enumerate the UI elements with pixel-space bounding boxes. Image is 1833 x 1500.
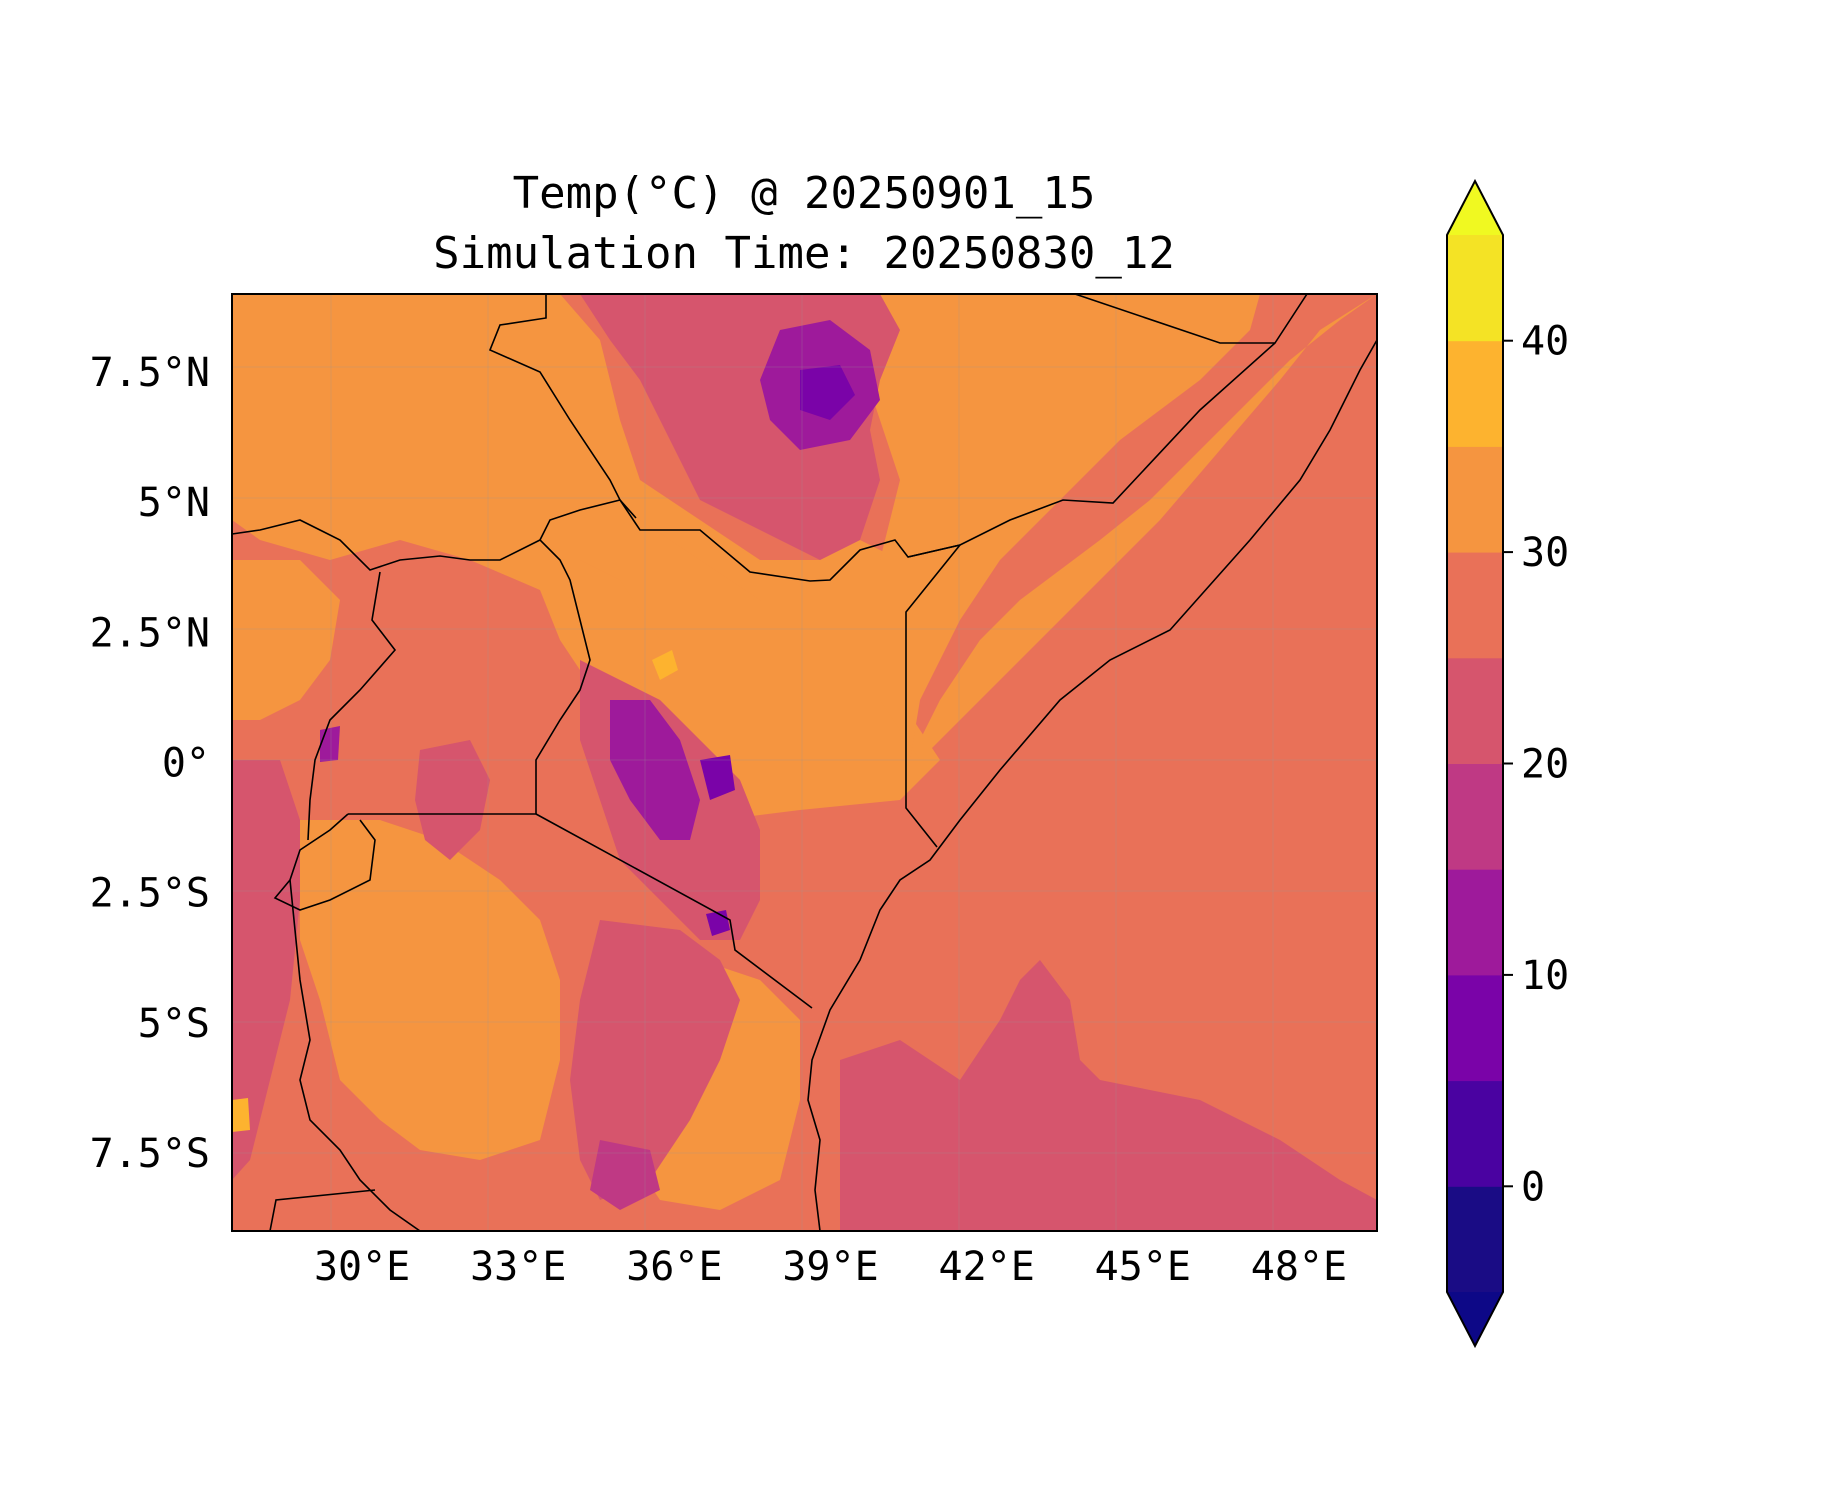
border-kenya-somalia bbox=[905, 544, 961, 848]
x-tick-label: 39°E bbox=[782, 1244, 878, 1290]
border-tanzania-zambia bbox=[269, 1189, 376, 1231]
x-tick-label: 45°E bbox=[1095, 1244, 1191, 1290]
y-tick-label: 7.5°N bbox=[90, 350, 210, 396]
colorbar-outline bbox=[1446, 178, 1504, 1349]
border-ethiopia-somalia bbox=[1074, 294, 1308, 344]
colorbar-band bbox=[1447, 552, 1503, 659]
border-uganda-drc bbox=[307, 571, 397, 841]
y-tick-label: 5°S bbox=[138, 1001, 210, 1047]
colorbar-tick-label: 40 bbox=[1521, 319, 1569, 365]
colorbar-band bbox=[1447, 235, 1503, 342]
y-tick-label: 2.5°S bbox=[90, 871, 210, 917]
colorbar: 0 10 20 30 40 bbox=[1446, 178, 1569, 1349]
colorbar-tick-label: 20 bbox=[1521, 742, 1569, 788]
plot-title-line2: Simulation Time: 20250830_12 bbox=[433, 228, 1175, 279]
border-tanzania-drc bbox=[289, 879, 421, 1231]
graticule bbox=[232, 294, 1377, 1231]
colorbar-extend-over bbox=[1447, 181, 1503, 235]
region-ethiopia-peak bbox=[800, 365, 855, 420]
colorbar-band bbox=[1447, 869, 1503, 976]
coastline bbox=[807, 339, 1377, 1231]
colorbar-tick-label: 10 bbox=[1521, 953, 1569, 999]
region-lake-victoria-area bbox=[415, 740, 490, 860]
plot-title-line1: Temp(°C) @ 20250901_15 bbox=[513, 168, 1096, 219]
map-frame bbox=[231, 293, 1378, 1232]
border-uganda-tanzania bbox=[348, 499, 637, 815]
colorbar-band bbox=[1447, 446, 1503, 553]
y-axis-ticks: 7.5°N 5°N 2.5°N 0° 2.5°S 5°S 7.5°S bbox=[90, 350, 210, 1177]
region-west-yellow-spot bbox=[232, 1098, 250, 1132]
colorbar-tick-label: 0 bbox=[1521, 1164, 1545, 1210]
border-kenya-tanzania bbox=[535, 813, 813, 1009]
colorbar-extend-under bbox=[1447, 1292, 1503, 1346]
x-tick-label: 33°E bbox=[470, 1244, 566, 1290]
colorbar-band bbox=[1447, 340, 1503, 447]
y-tick-label: 2.5°N bbox=[90, 610, 210, 656]
colorbar-band bbox=[1447, 763, 1503, 870]
x-tick-label: 42°E bbox=[938, 1244, 1034, 1290]
region-central-yellow-spot bbox=[652, 650, 678, 680]
region-rift-peak bbox=[700, 755, 735, 800]
colorbar-band bbox=[1447, 974, 1503, 1082]
colorbar-band bbox=[1447, 657, 1503, 764]
temperature-map bbox=[232, 294, 1377, 1231]
region-northeast-plateau bbox=[860, 294, 1377, 760]
region-south-highland-cold bbox=[590, 1140, 660, 1210]
border-uganda-south-sudan bbox=[232, 519, 541, 571]
x-tick-label: 30°E bbox=[314, 1244, 410, 1290]
region-west-rift bbox=[232, 760, 300, 1180]
y-tick-label: 0° bbox=[162, 741, 210, 787]
region-central-kenya-lowlands bbox=[560, 520, 880, 780]
region-tanzania-lowlands bbox=[300, 820, 560, 1160]
region-west-lowlands bbox=[232, 560, 340, 720]
country-borders bbox=[232, 294, 1377, 1231]
border-south-sudan-north bbox=[488, 294, 961, 582]
y-tick-label: 7.5°S bbox=[90, 1131, 210, 1177]
y-tick-label: 5°N bbox=[138, 480, 210, 526]
x-tick-label: 36°E bbox=[626, 1244, 722, 1290]
colorbar-tick-label: 30 bbox=[1521, 530, 1569, 576]
border-rwanda-burundi bbox=[273, 813, 376, 911]
region-indian-ocean-south bbox=[840, 960, 1377, 1231]
x-axis-ticks: 30°E 33°E 36°E 39°E 42°E 45°E 48°E bbox=[314, 1244, 1347, 1290]
region-rift-cold-core bbox=[610, 700, 700, 840]
colorbar-band bbox=[1447, 1080, 1503, 1187]
region-rwenzori bbox=[320, 726, 340, 762]
x-tick-label: 48°E bbox=[1251, 1244, 1347, 1290]
colorbar-band bbox=[1447, 1186, 1503, 1293]
region-tanzania-highlands bbox=[570, 920, 740, 1200]
